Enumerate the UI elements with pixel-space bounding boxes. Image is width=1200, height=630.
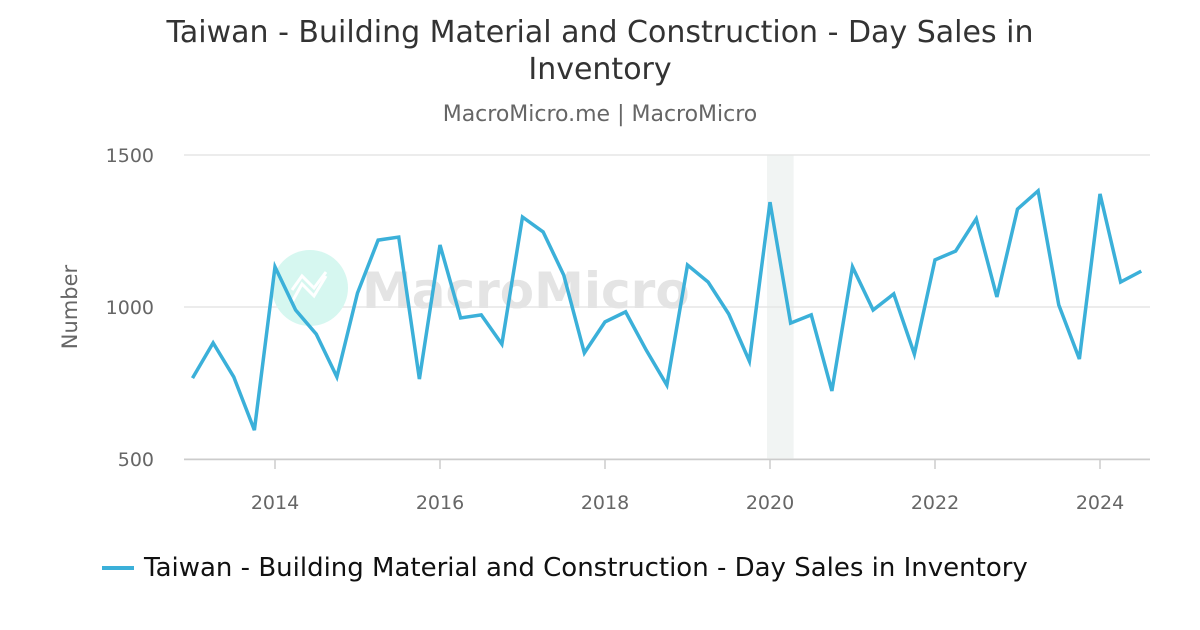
series-line [190, 187, 1143, 431]
x-tick-label: 2018 [581, 492, 629, 514]
x-tick-label: 2022 [911, 492, 959, 514]
watermark-chart-icon [290, 271, 328, 303]
watermark-logo-icon [272, 250, 348, 326]
chart-title: Taiwan - Building Material and Construct… [166, 15, 1034, 87]
legend-item[interactable]: Taiwan - Building Material and Construct… [102, 553, 1028, 583]
x-tick-label: 2024 [1076, 492, 1124, 514]
watermark-text: MacroMicro [362, 262, 690, 320]
y-tick-label: 1500 [106, 145, 154, 167]
y-tick-label: 1000 [106, 297, 154, 319]
y-axis-label: Number [58, 264, 82, 349]
x-tick-label: 2014 [251, 492, 299, 514]
y-tick-label: 500 [118, 449, 154, 471]
chart-subtitle: MacroMicro.me | MacroMicro [442, 102, 758, 127]
x-tick-label: 2020 [746, 492, 794, 514]
legend-label: Taiwan - Building Material and Construct… [144, 553, 1028, 583]
x-tick-label: 2016 [416, 492, 464, 514]
legend-swatch [102, 566, 134, 570]
